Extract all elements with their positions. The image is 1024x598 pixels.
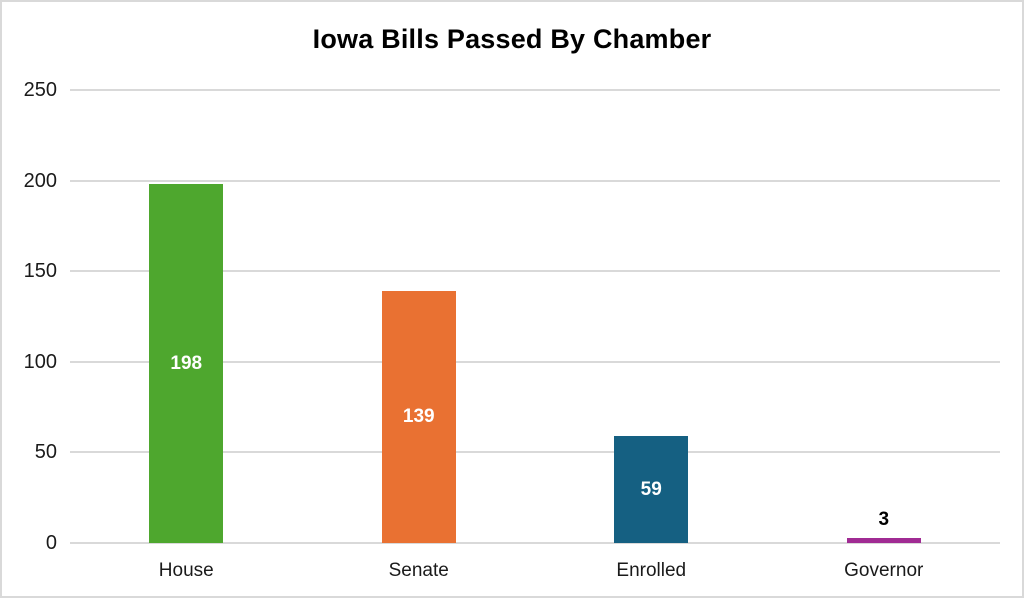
chart-title: Iowa Bills Passed By Chamber	[312, 24, 712, 54]
bar-senate: 139	[381, 291, 456, 543]
bar-house: 198	[149, 184, 224, 543]
gridline	[70, 360, 1000, 363]
bar-value-label: 198	[170, 352, 203, 374]
gridline	[70, 542, 1000, 544]
gridline	[70, 179, 1000, 182]
gridline	[70, 270, 1000, 273]
bar-governor: 3	[846, 509, 921, 543]
y-axis-tick-label: 100	[23, 350, 57, 373]
x-axis-label: House	[158, 560, 214, 581]
bar-value-label: 59	[640, 478, 662, 500]
y-axis-tick-label: 250	[23, 79, 57, 101]
x-axis-label: Governor	[844, 560, 924, 581]
bar-enrolled: 59	[614, 436, 689, 543]
x-axis-label: Senate	[388, 560, 449, 581]
gridline	[70, 451, 1000, 454]
y-axis-tick-label: 200	[23, 169, 57, 192]
plot-area: 198 139 59 3	[70, 89, 1000, 544]
y-axis-tick-label: 150	[23, 260, 57, 283]
gridline	[70, 89, 1000, 91]
bar-value-label: 3	[878, 508, 890, 530]
y-axis-tick-label: 0	[45, 532, 57, 554]
y-axis-tick-label: 50	[34, 441, 57, 464]
x-axis-label: Enrolled	[616, 560, 687, 581]
bar-value-label: 139	[402, 406, 435, 428]
